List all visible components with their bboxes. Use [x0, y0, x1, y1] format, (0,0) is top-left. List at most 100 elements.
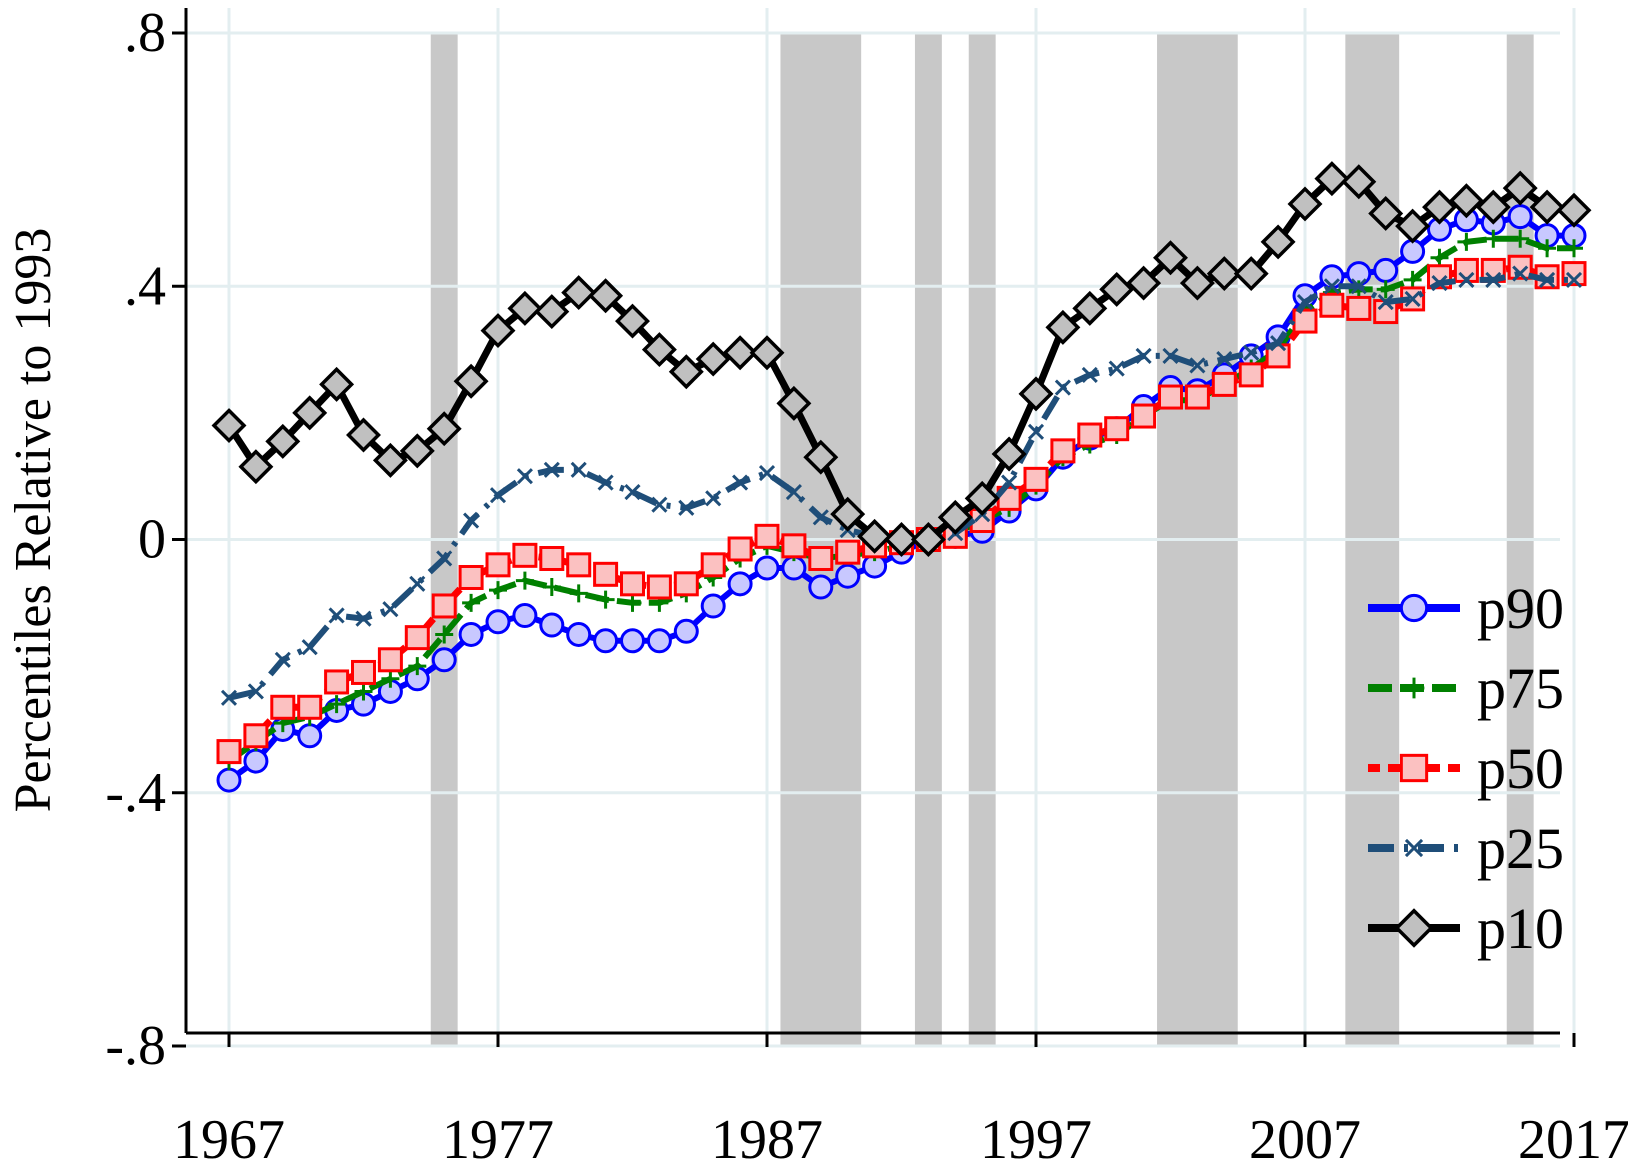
data-point-p25 — [1108, 360, 1125, 377]
data-point-p50 — [835, 539, 861, 565]
data-point-p75 — [1511, 229, 1530, 248]
data-point-p75 — [354, 682, 373, 701]
data-point-p10 — [265, 423, 301, 459]
data-point-p10 — [641, 332, 677, 368]
data-point-p25 — [1377, 294, 1394, 311]
data-point-p50 — [754, 523, 780, 549]
data-point-p25 — [1135, 347, 1152, 364]
data-point-p10 — [776, 385, 812, 421]
data-point-p25 — [1350, 278, 1367, 295]
data-point-p10 — [1153, 240, 1188, 276]
data-point-p50 — [673, 571, 699, 597]
data-point-p50 — [1319, 292, 1345, 318]
data-point-p90 — [1400, 238, 1426, 264]
data-point-p10 — [991, 436, 1027, 472]
data-point-p25 — [1485, 271, 1502, 288]
data-point-p75 — [569, 584, 588, 603]
data-point-p50 — [1292, 308, 1318, 334]
data-point-p25 — [543, 461, 560, 478]
data-point-p10 — [1126, 265, 1162, 301]
data-point-p25 — [355, 610, 372, 627]
data-point-p10 — [884, 522, 919, 557]
legend-marker-p10 — [1394, 908, 1434, 948]
data-point-p50 — [1158, 384, 1183, 410]
data-point-p75 — [1538, 239, 1557, 258]
data-point-p50 — [646, 574, 672, 600]
data-point-p75 — [1376, 280, 1395, 299]
data-point-p25 — [489, 487, 507, 504]
legend-marker-p90 — [1399, 593, 1429, 623]
legend-item-p10: p10 — [1368, 896, 1564, 961]
data-point-p90 — [243, 748, 269, 774]
data-point-p25 — [301, 639, 318, 656]
legend-label-p10: p10 — [1477, 896, 1564, 961]
data-point-p25 — [1565, 271, 1583, 288]
x-tick-label: 1977 — [442, 1109, 554, 1165]
data-point-p25 — [1323, 278, 1340, 295]
data-point-p75 — [1403, 270, 1422, 289]
data-point-p90 — [431, 647, 457, 673]
y-axis-title: Percentiles Relative to 1993 — [5, 228, 62, 813]
data-point-p90 — [620, 628, 645, 654]
data-point-p50 — [1131, 403, 1157, 429]
y-tick-label: -.8 — [105, 1015, 166, 1077]
data-point-p50 — [485, 552, 511, 578]
data-point-p90 — [512, 602, 538, 628]
data-point-p50 — [512, 542, 538, 568]
data-point-p10 — [615, 303, 650, 339]
data-point-p10 — [1072, 290, 1108, 326]
legend-item-p75: p75 — [1368, 656, 1564, 721]
x-tick-label: 2017 — [1518, 1109, 1628, 1165]
data-point-p75 — [381, 669, 400, 688]
data-point-p25 — [678, 499, 695, 516]
data-point-p90 — [700, 593, 726, 619]
y-tick-label: 0 — [138, 509, 166, 571]
y-tick-label: .8 — [124, 2, 166, 64]
data-point-p75 — [408, 657, 427, 676]
data-point-p10 — [561, 275, 597, 311]
data-point-p75 — [596, 590, 615, 609]
data-point-p10 — [749, 335, 785, 371]
data-point-p50 — [1184, 384, 1210, 410]
data-point-p90 — [539, 612, 565, 638]
data-point-p10 — [534, 294, 570, 330]
data-point-p25 — [812, 509, 829, 526]
data-point-p50 — [1023, 466, 1049, 492]
data-point-p25 — [516, 468, 533, 485]
data-point-p10 — [830, 496, 866, 532]
data-point-p25 — [1216, 350, 1233, 368]
data-point-p50 — [216, 739, 242, 765]
data-point-p25 — [1458, 271, 1475, 288]
data-point-p90 — [216, 767, 242, 793]
legend-label-p90: p90 — [1477, 576, 1564, 641]
data-point-p75 — [489, 581, 507, 600]
data-point-p10 — [1287, 186, 1323, 222]
data-point-p25 — [624, 483, 641, 501]
data-point-p50 — [727, 536, 753, 562]
data-point-p75 — [1430, 248, 1449, 267]
data-point-p25 — [1404, 290, 1421, 307]
data-point-p25 — [705, 490, 722, 507]
data-point-p10 — [910, 522, 946, 557]
legend-marker-p25 — [1404, 838, 1424, 858]
data-point-p25 — [1054, 379, 1071, 396]
data-point-p50 — [1104, 416, 1130, 442]
data-point-p10 — [803, 439, 839, 475]
data-point-p10 — [1233, 256, 1269, 292]
data-point-p90 — [458, 621, 484, 647]
data-point-p50 — [593, 561, 619, 587]
data-point-p25 — [597, 474, 614, 491]
data-point-p10 — [1475, 189, 1511, 225]
data-point-p90 — [673, 618, 699, 644]
data-point-p25 — [785, 483, 802, 501]
data-point-p25 — [1512, 265, 1529, 282]
data-point-p10 — [668, 354, 704, 390]
data-point-p25 — [247, 683, 264, 700]
data-point-p50 — [1238, 362, 1264, 388]
data-point-p25 — [436, 550, 453, 567]
data-point-p90 — [1507, 204, 1533, 230]
data-point-p10 — [1341, 164, 1377, 200]
data-point-p50 — [808, 545, 834, 571]
